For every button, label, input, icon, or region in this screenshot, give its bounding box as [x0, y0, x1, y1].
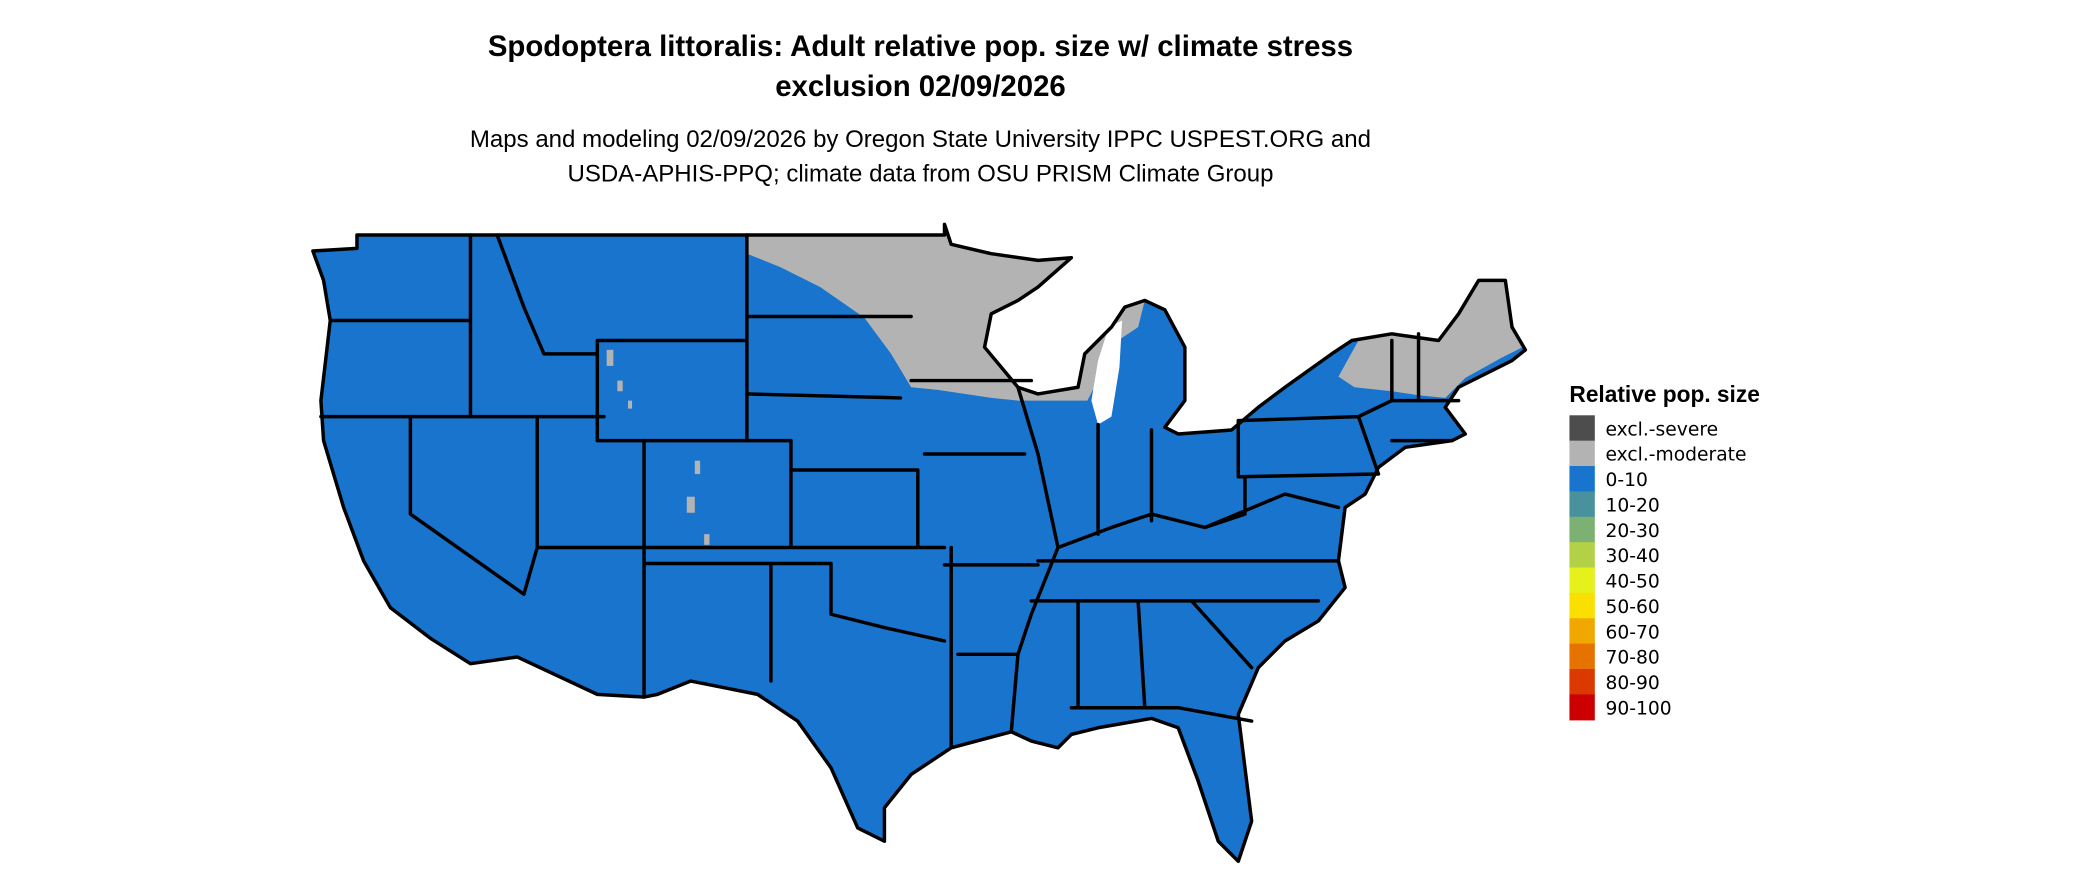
legend-swatch [1569, 592, 1595, 619]
legend-label: excl.-severe [1605, 419, 1718, 440]
subtitle-line-2: USDA-APHIS-PPQ; climate data from OSU PR… [567, 161, 1273, 188]
excluded-moderate-rockies-patches [606, 349, 710, 545]
legend-swatch [1569, 542, 1595, 569]
legend-label: 30-40 [1605, 546, 1659, 567]
legend-item: 10-20 [1569, 491, 1660, 518]
legend-item: 80-90 [1569, 669, 1660, 696]
excluded-moderate-northeast [1338, 280, 1523, 398]
legend-item: 60-70 [1569, 618, 1660, 645]
legend-title: Relative pop. size [1569, 381, 1759, 407]
legend-label: 40-50 [1605, 572, 1659, 593]
legend-swatch [1569, 466, 1595, 493]
title-line-1: Spodoptera littoralis: Adult relative po… [488, 30, 1353, 63]
legend-label: excl.-moderate [1605, 445, 1746, 466]
legend-label: 0-10 [1605, 470, 1647, 491]
legend-swatch [1569, 567, 1595, 594]
legend-label: 20-30 [1605, 521, 1659, 542]
title-line-2: exclusion 02/09/2026 [775, 70, 1066, 103]
legend-label: 80-90 [1605, 673, 1659, 694]
legend: Relative pop. size excl.-severe excl.-mod… [1569, 381, 1760, 721]
legend-swatch [1569, 415, 1595, 442]
legend-swatch [1569, 643, 1595, 670]
legend-item: 0-10 [1569, 466, 1648, 493]
us-map [311, 222, 1528, 864]
legend-label: 10-20 [1605, 495, 1659, 516]
excluded-moderate-north-central [746, 224, 1145, 401]
legend-item: 40-50 [1569, 567, 1660, 594]
legend-swatch [1569, 491, 1595, 518]
legend-label: 90-100 [1605, 698, 1671, 719]
legend-swatch [1569, 694, 1595, 721]
legend-item: 70-80 [1569, 643, 1660, 670]
us-outline-border [311, 222, 1528, 864]
legend-item: 50-60 [1569, 592, 1660, 619]
legend-swatch [1569, 516, 1595, 543]
legend-item: 90-100 [1569, 694, 1672, 721]
legend-item: excl.-severe [1569, 415, 1718, 442]
legend-swatch [1569, 440, 1595, 467]
legend-swatch [1569, 669, 1595, 696]
legend-item: excl.-moderate [1569, 440, 1747, 467]
lake-michigan [1091, 320, 1123, 425]
legend-swatch [1569, 618, 1595, 645]
subtitle-line-1: Maps and modeling 02/09/2026 by Oregon S… [470, 126, 1371, 153]
legend-item: 30-40 [1569, 542, 1660, 569]
legend-item: 20-30 [1569, 516, 1660, 543]
state-borders [319, 233, 1461, 750]
legend-label: 50-60 [1605, 597, 1659, 618]
legend-label: 60-70 [1605, 622, 1659, 643]
legend-label: 70-80 [1605, 648, 1659, 669]
